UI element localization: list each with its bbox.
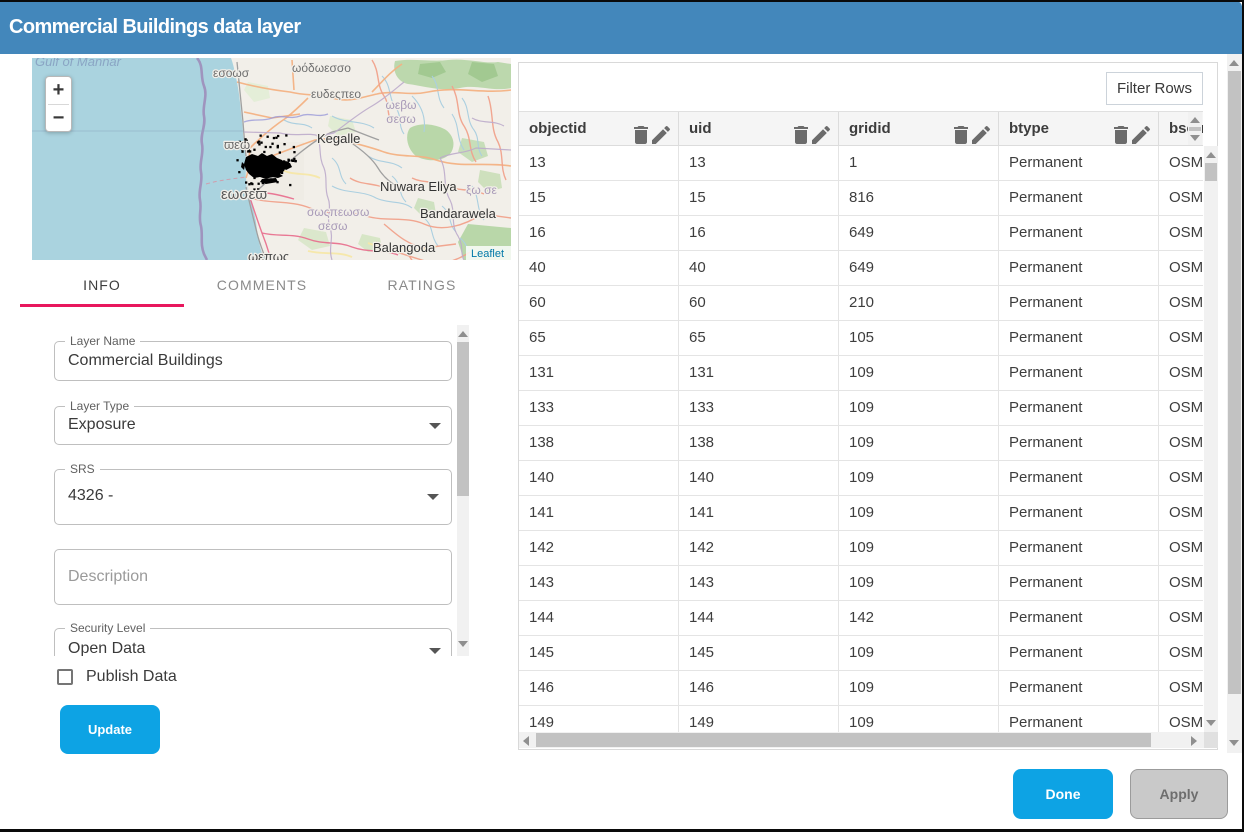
svg-text:Gulf of Mannar: Gulf of Mannar xyxy=(35,58,122,69)
svg-text:ευδεςπεο: ευδεςπεο xyxy=(311,87,361,101)
svg-text:σεσω: σεσω xyxy=(386,112,416,126)
svg-text:ωεπως: ωεπως xyxy=(248,249,289,260)
svg-text:σωςπεωσω: σωςπεωσω xyxy=(307,205,369,219)
svg-text:ϖεω: ϖεω xyxy=(224,137,250,152)
svg-text:Leaflet: Leaflet xyxy=(471,248,504,260)
svg-text:Nuwara Eliya: Nuwara Eliya xyxy=(380,179,457,194)
svg-text:ωεβω: ωεβω xyxy=(386,98,417,112)
svg-text:Balangoda: Balangoda xyxy=(373,240,436,255)
svg-text:Bandarawela: Bandarawela xyxy=(420,206,497,221)
svg-text:εσοωσ: εσοωσ xyxy=(213,66,250,80)
svg-text:εωσεϖ: εωσεϖ xyxy=(221,186,267,203)
svg-text:ξω σε: ξω σε xyxy=(466,183,497,197)
svg-text:ωόδωεσσο: ωόδωεσσο xyxy=(292,61,351,75)
svg-text:σεσω: σεσω xyxy=(318,219,348,233)
svg-text:Kegalle: Kegalle xyxy=(317,131,360,146)
